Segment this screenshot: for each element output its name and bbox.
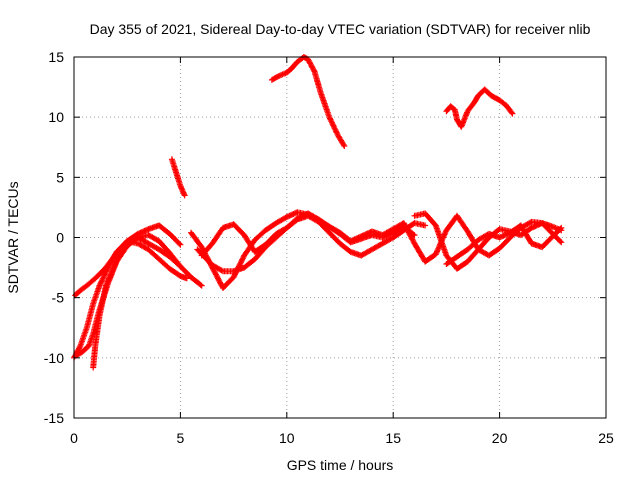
x-tick-label: 15 [385,430,401,446]
chart-title: Day 355 of 2021, Sidereal Day-to-day VTE… [90,21,591,37]
y-tick-label: 10 [48,109,64,125]
y-tick-label: 15 [48,49,64,65]
series-trace-d [90,232,205,371]
series-markers [443,222,565,267]
series-markers [168,156,188,199]
series-markers [188,209,418,291]
series-markers [411,210,565,272]
series-markers [90,232,205,371]
x-axis-label: GPS time / hours [287,457,394,473]
y-tick-label: 5 [56,169,64,185]
y-tick-label: -10 [44,350,64,366]
y-tick-label: -5 [52,290,65,306]
x-tick-label: 10 [279,430,295,446]
series-markers [72,222,184,299]
series-trace-k [268,54,348,149]
x-tick-label: 25 [598,430,614,446]
x-tick-label: 20 [492,430,508,446]
series-markers [443,86,516,130]
series-trace-l [443,86,516,130]
series-trace-i [411,210,565,272]
series-markers [198,210,565,265]
x-tick-label: 5 [177,430,185,446]
series-trace-h [198,210,565,265]
data-series [71,54,565,371]
series-trace-f [188,209,418,291]
y-tick-label: -15 [44,410,64,426]
series-trace-g [194,212,429,275]
y-axis-label: SDTVAR / TECUs [5,181,21,293]
y-tick-label: 0 [56,230,64,246]
series-markers [194,212,429,275]
x-tick-label: 0 [70,430,78,446]
series-markers [268,54,348,149]
series-trace-a [72,222,184,299]
axis-ticks: 0 5 10 15 20 25 -15 -10 -5 0 5 10 15 [44,49,614,446]
series-trace-j [443,222,565,267]
series-trace-e [168,156,188,199]
